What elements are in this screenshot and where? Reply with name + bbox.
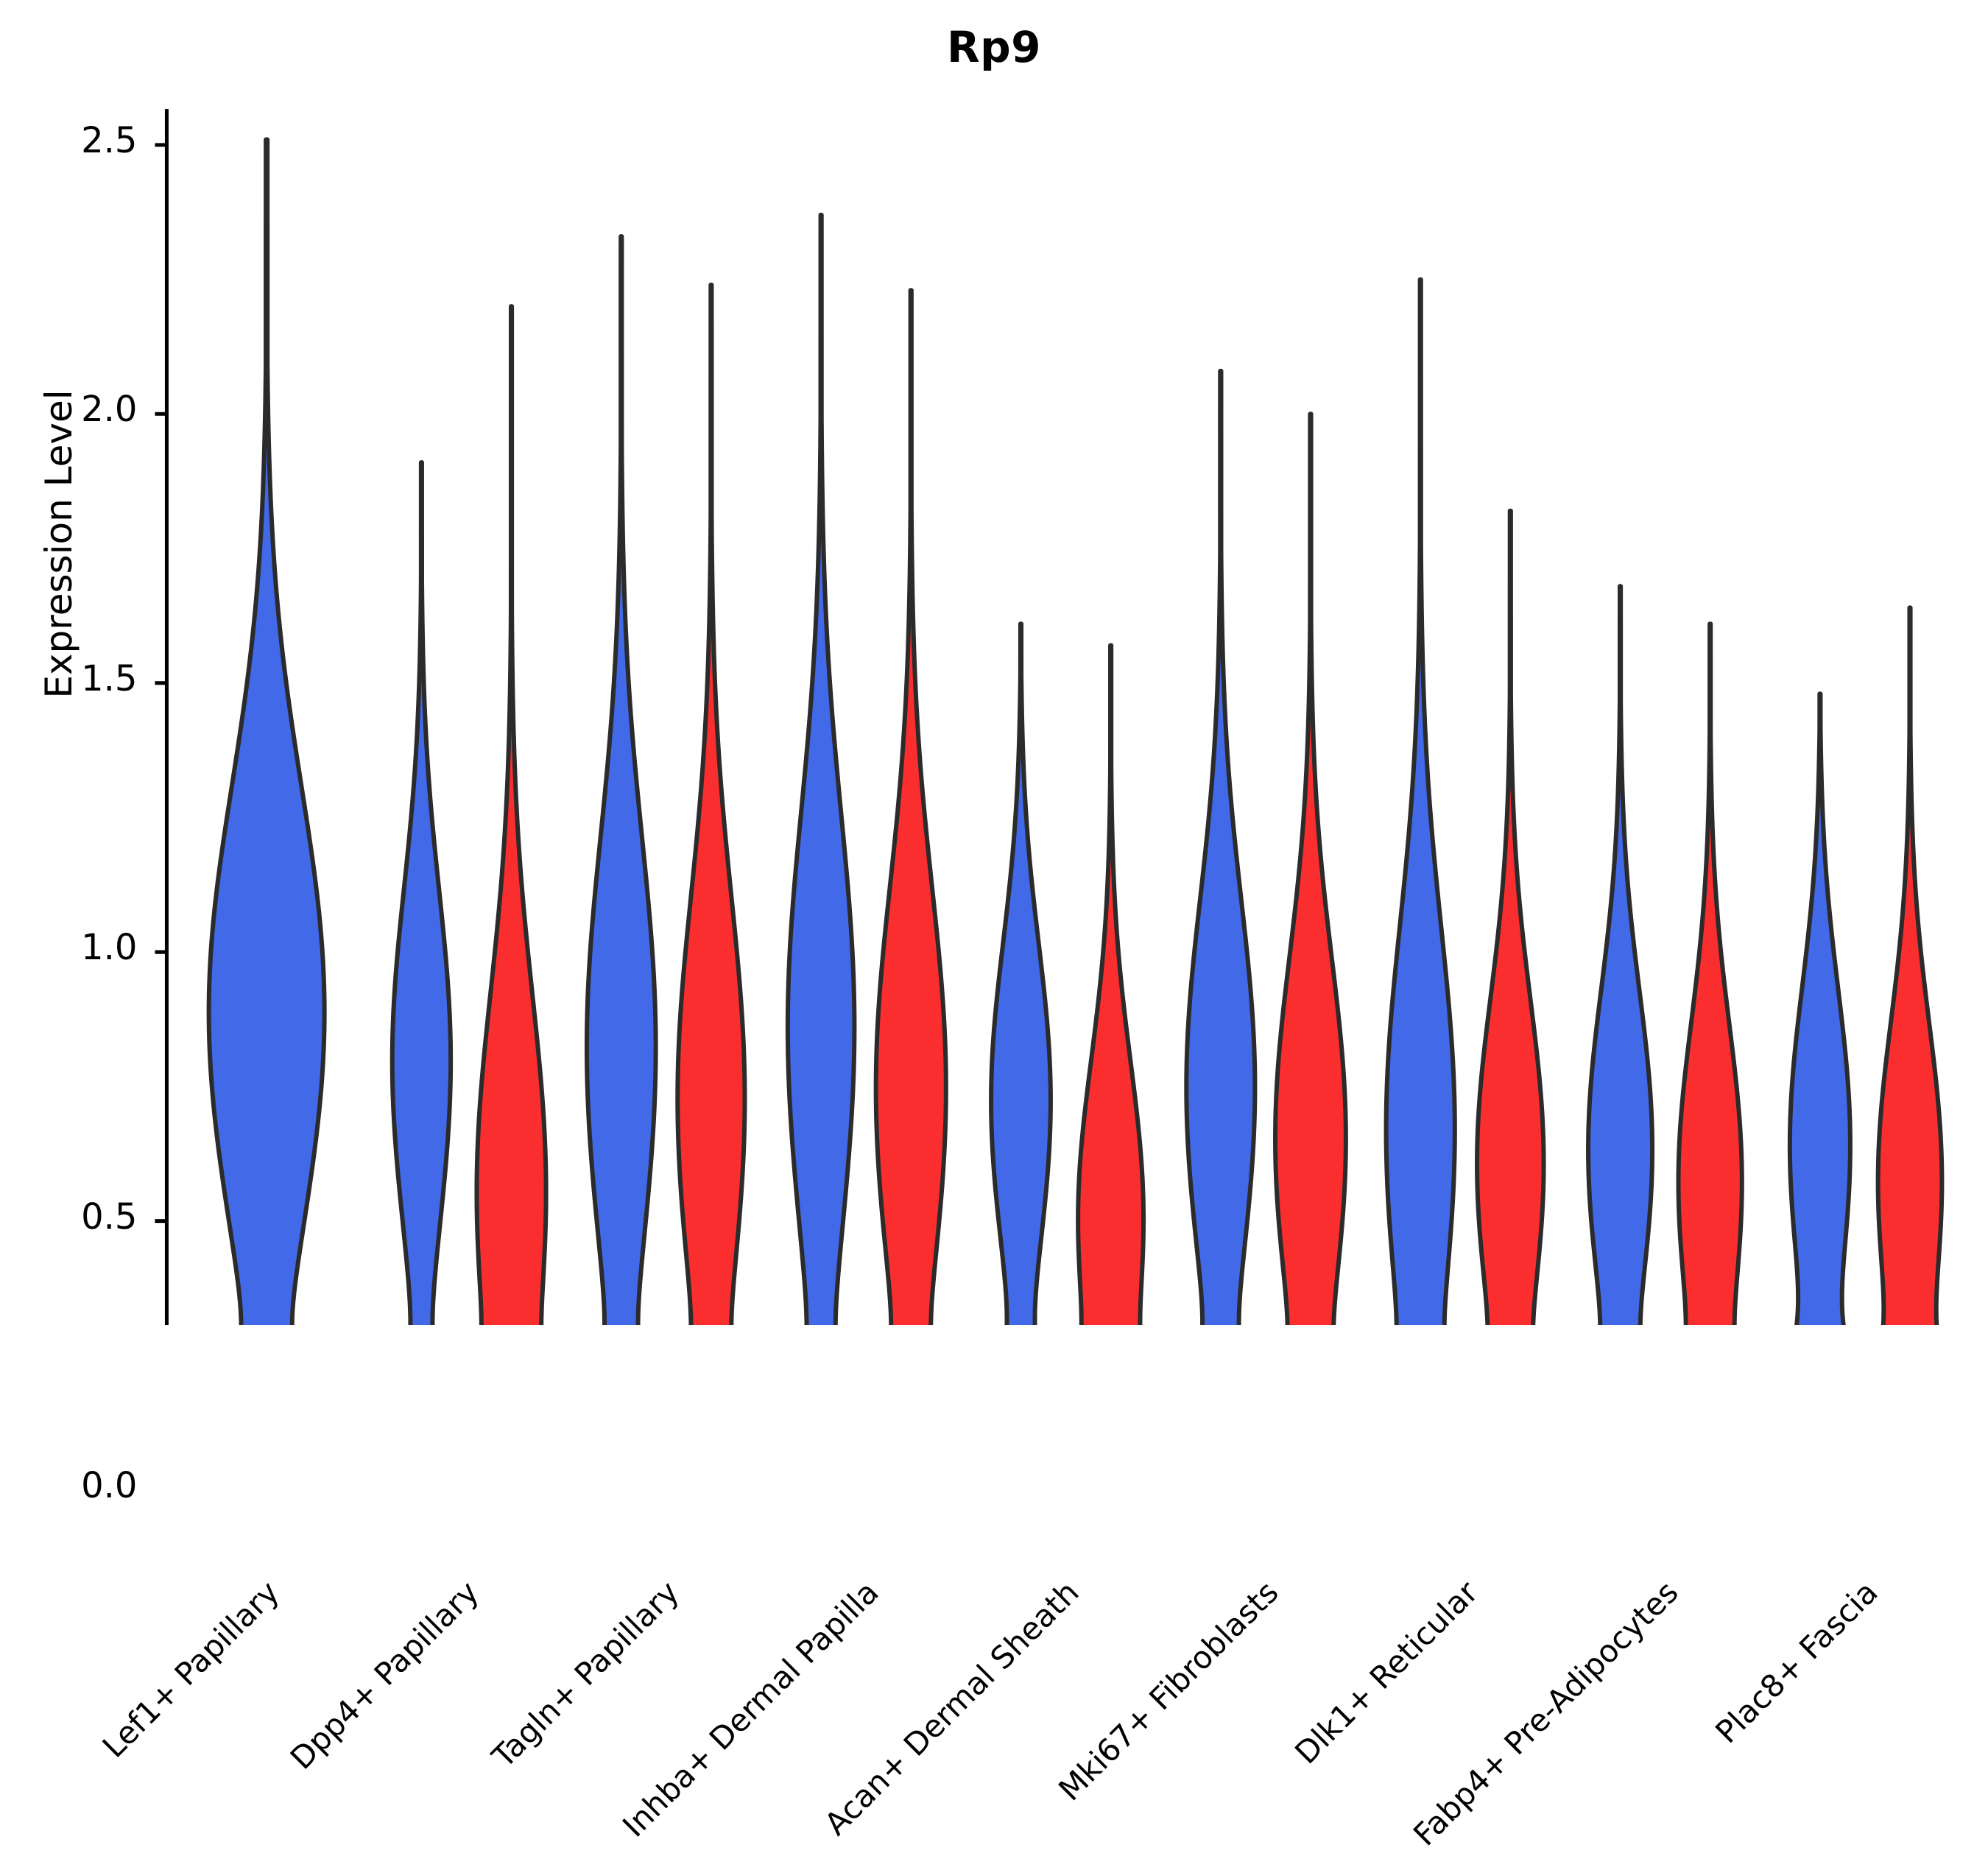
- y-tick-label: 1.0: [81, 927, 138, 969]
- violin-3-group-b: [873, 288, 948, 1325]
- violin-1-group-b: [474, 304, 549, 1325]
- violin-group-5: [1184, 368, 1348, 1325]
- violin-3-group-a: [785, 212, 857, 1325]
- x-tick-label: Dlk1+ Reticular: [1288, 1574, 1485, 1771]
- violin-5-group-a: [1184, 368, 1258, 1325]
- violin-group-0: [206, 137, 327, 1325]
- violin-4-group-b: [1076, 643, 1146, 1325]
- plot-area: [155, 109, 1945, 1325]
- y-tick-label: 1.5: [81, 657, 138, 699]
- y-tick-label: 2.5: [81, 119, 138, 161]
- violin-group-3: [785, 212, 948, 1325]
- violin-2-group-b: [675, 282, 747, 1325]
- violin-plot-figure: Rp9 Expression Level 0.0 0.5 1.0 1.5 2.0 2.5 …: [38, 22, 1945, 1853]
- violin-1-group-a: [390, 460, 454, 1325]
- x-tick-label: Plac8+ Fascia: [1708, 1574, 1885, 1751]
- violin-group-1: [390, 304, 549, 1325]
- x-tick-label: Lef1+ Papillary: [95, 1574, 286, 1765]
- chart-title: Rp9: [946, 22, 1042, 72]
- violin-group-6: [1384, 277, 1546, 1325]
- violin-4-group-a: [989, 621, 1053, 1325]
- violin-group-2: [584, 234, 747, 1325]
- violin-group-7: [1586, 584, 1744, 1325]
- violin-0-group-a: [206, 137, 327, 1325]
- violin-group-4: [989, 621, 1146, 1325]
- violin-8-group-b: [1875, 605, 1945, 1325]
- x-tick-label: Dpp4+ Papillary: [283, 1574, 487, 1777]
- violin-8-group-a: [1787, 691, 1853, 1325]
- violin-2-group-a: [584, 234, 658, 1325]
- violin-6-group-a: [1384, 277, 1457, 1325]
- violin-6-group-b: [1475, 508, 1546, 1325]
- violin-7-group-b: [1676, 621, 1744, 1325]
- violin-7-group-a: [1586, 584, 1655, 1325]
- y-tick-label: 2.0: [81, 389, 138, 431]
- y-tick-label: 0.5: [81, 1196, 138, 1238]
- y-tick-label: 0.0: [81, 1465, 138, 1507]
- x-tick-label: Tagln+ Papillary: [484, 1574, 686, 1775]
- violin-svg: [155, 109, 1945, 1325]
- x-tick-label: Mki67+ Fibroblasts: [1051, 1574, 1286, 1808]
- violin-5-group-b: [1273, 412, 1348, 1325]
- violin-group-8: [1787, 605, 1945, 1325]
